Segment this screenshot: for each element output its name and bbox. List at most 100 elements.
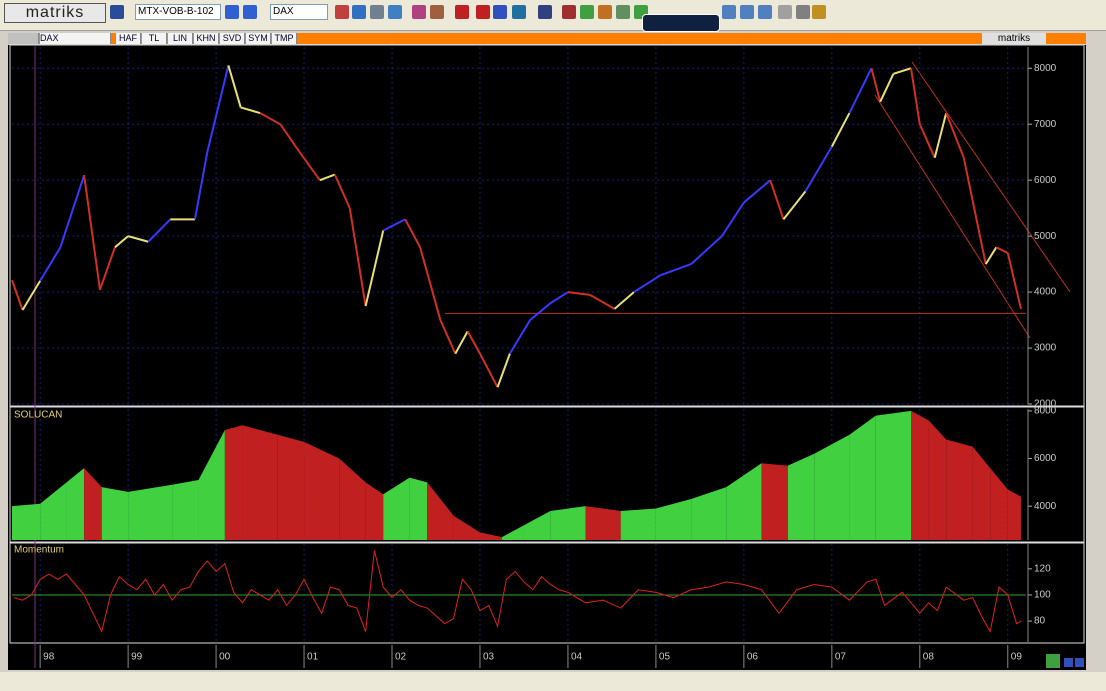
x-tick-label: 07: [835, 652, 847, 663]
icon[interactable]: [455, 5, 469, 19]
refresh-button[interactable]: [1046, 654, 1060, 668]
price-segment: [1006, 252, 1022, 310]
view-tab[interactable]: TMP: [272, 33, 297, 44]
y-tick-label: 5000: [1034, 231, 1057, 242]
area-segment: [655, 499, 692, 540]
view-tab[interactable]: KHN: [194, 33, 219, 44]
price-segment: [466, 330, 481, 355]
price-segment: [804, 146, 833, 192]
price-segment: [259, 112, 281, 126]
price-segment: [933, 112, 948, 159]
x-tick-label: 08: [923, 652, 935, 663]
y-tick-label: 2000: [1034, 399, 1057, 410]
area-segment: [128, 484, 173, 540]
area-segment: [12, 503, 41, 540]
price-segment: [419, 247, 442, 321]
icon[interactable]: [335, 5, 349, 19]
price-segment: [496, 353, 511, 388]
icon[interactable]: [722, 5, 736, 19]
price-segment: [509, 319, 531, 355]
price-segment: [11, 279, 24, 311]
symbol-tab[interactable]: DAX: [40, 33, 111, 44]
panel-title: Momentum: [14, 545, 64, 556]
icon[interactable]: [740, 5, 754, 19]
view-tab[interactable]: LIN: [168, 33, 193, 44]
icon[interactable]: [812, 5, 826, 19]
icon[interactable]: [370, 5, 384, 19]
area-segment: [84, 468, 102, 540]
area-segment: [1007, 489, 1021, 540]
area-segment: [453, 515, 480, 540]
icon[interactable]: [580, 5, 594, 19]
logo[interactable]: matriks: [4, 3, 106, 23]
icon[interactable]: [538, 5, 552, 19]
area-segment: [66, 468, 85, 540]
view-tab[interactable]: HAF: [116, 33, 141, 44]
icon[interactable]: [352, 5, 366, 19]
y-tick-label: 8000: [1034, 406, 1057, 417]
price-segment: [549, 291, 569, 305]
symbol-select[interactable]: DAX: [270, 4, 328, 20]
price-segment: [319, 173, 336, 182]
price-segment: [567, 291, 591, 296]
icon[interactable]: [476, 5, 490, 19]
view-tab[interactable]: SVD: [220, 33, 245, 44]
icon[interactable]: [493, 5, 507, 19]
price-segment: [333, 174, 351, 209]
price-segment: [529, 302, 551, 321]
icon[interactable]: [225, 5, 239, 19]
area-segment: [224, 425, 243, 540]
scroll-left[interactable]: [1064, 658, 1073, 667]
icon[interactable]: [430, 5, 444, 19]
icon[interactable]: [388, 5, 402, 19]
area-segment: [172, 479, 199, 540]
price-segment: [479, 353, 499, 388]
area-segment: [787, 453, 815, 540]
save-icon[interactable]: [110, 5, 124, 19]
area-segment: [501, 525, 524, 540]
price-segment: [99, 246, 116, 291]
area-segment: [383, 477, 410, 540]
price-segment: [918, 123, 936, 159]
view-tab[interactable]: SYM: [246, 33, 271, 44]
price-segment: [721, 202, 745, 237]
scroll-right[interactable]: [1075, 658, 1084, 667]
price-segment: [910, 68, 921, 125]
price-segment: [454, 330, 469, 355]
area-segment: [875, 410, 912, 540]
icon[interactable]: [8, 33, 39, 44]
area-segment: [972, 446, 991, 540]
x-tick-label: 09: [1011, 652, 1023, 663]
panel-border: [9, 44, 1085, 407]
icon[interactable]: [778, 5, 792, 19]
y-tick-label: 80: [1034, 616, 1046, 627]
y-tick-label: 3000: [1034, 343, 1057, 354]
chart-background: [8, 45, 1086, 670]
price-segment: [114, 235, 129, 249]
price-segment: [962, 157, 987, 265]
icon[interactable]: [758, 5, 772, 19]
x-tick-label: 05: [659, 652, 671, 663]
icon[interactable]: [412, 5, 426, 19]
icon[interactable]: [598, 5, 612, 19]
price-segment: [279, 123, 301, 153]
price-segment: [193, 152, 209, 220]
icon[interactable]: [562, 5, 576, 19]
x-tick-label: 02: [395, 652, 407, 663]
area-segment: [691, 487, 727, 540]
price-segment: [870, 68, 882, 103]
area-segment: [409, 477, 428, 540]
view-tab[interactable]: TL: [142, 33, 167, 44]
area-segment: [479, 532, 502, 540]
icon[interactable]: [243, 5, 257, 19]
icon[interactable]: [796, 5, 810, 19]
account-select[interactable]: MTX-VOB-B-102: [135, 4, 221, 20]
area-segment: [304, 441, 340, 540]
y-tick-label: 8000: [1034, 63, 1057, 74]
price-segment: [39, 246, 62, 282]
area-segment: [40, 482, 67, 540]
icon[interactable]: [512, 5, 526, 19]
area-segment: [339, 458, 366, 540]
icon[interactable]: [616, 5, 630, 19]
